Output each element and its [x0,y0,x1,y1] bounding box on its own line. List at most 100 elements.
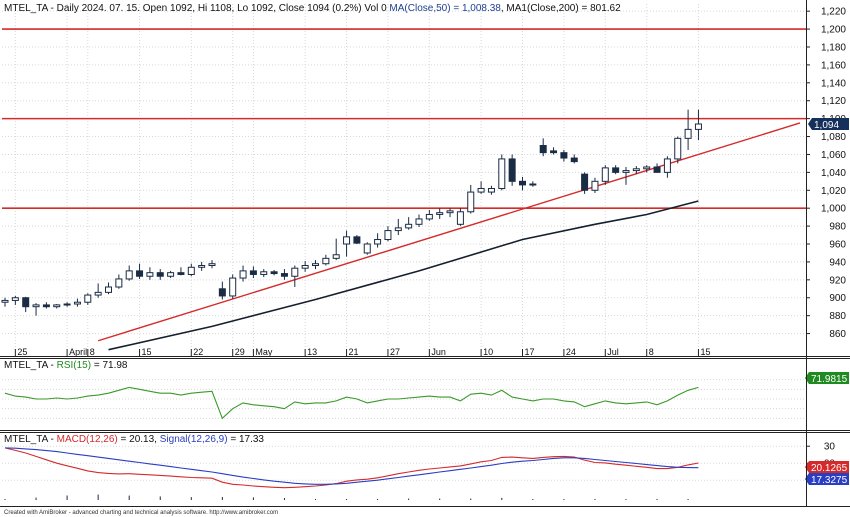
candle-body [519,180,526,186]
candle [425,209,433,221]
candle-body [53,304,61,308]
candle [84,293,92,305]
candle-body [32,304,40,308]
candle-body [456,211,464,225]
price-header-ma50: MA(Close,50) = 1,008.38 [389,3,501,14]
macd-histogram-bar [408,498,410,500]
candle-body [177,272,185,275]
candle [270,269,278,276]
rsi-badge-label: 71.9815 [811,374,848,385]
candle [187,263,195,277]
candle-body [332,254,340,259]
price-tick-label: 1,200 [821,25,846,36]
candle [632,166,640,175]
price-tick-label: 1,220 [821,7,846,18]
macd-histogram [4,494,689,500]
candle-body [560,152,568,159]
candle-body [363,243,371,254]
macd-grid [2,445,806,481]
candle [146,267,154,280]
price-tick-label: 1,160 [821,60,846,71]
date-tick-label: 10 [483,347,493,357]
signal-badge-label: 17.3275 [811,475,848,486]
candle [167,270,175,279]
candle [291,265,299,287]
price-tick-label: 940 [829,257,846,268]
macd-histogram-bar [377,499,379,500]
candle-body [218,288,226,297]
candle [125,265,133,281]
candle-body [436,212,444,215]
candle [249,266,257,279]
candle-body [1,299,9,303]
candle [653,163,661,173]
rsi-header-prefix: MTEL_TA - [4,360,57,371]
macd-histogram-bar [625,499,627,500]
price-tick-label: 1,120 [821,96,846,107]
price-tick-label: 1,180 [821,42,846,53]
macd-histogram-bar [252,497,254,500]
candle-body [187,266,195,275]
macd-tick-label: 30 [824,442,836,453]
candle [467,184,475,214]
macd-histogram-bar [159,496,161,500]
rsi-badge: 71.9815 [805,372,849,385]
signal-path [4,447,699,485]
ma50-path [108,200,699,351]
candle-body [301,265,309,269]
candle [73,298,81,307]
candle [136,263,144,279]
candle-body [260,271,268,275]
candle-body [11,297,19,301]
macd-header-label: MACD(12,26) [57,434,118,445]
trendline-path [97,122,801,342]
signal-badge: 17.3275 [805,473,849,486]
price-tick-label: 1,000 [821,204,846,215]
macd-histogram-bar [315,499,316,500]
candle [239,265,247,282]
candle [539,138,547,157]
ma50-line [108,200,699,351]
macd-header-value: = 20.13, [118,434,160,445]
candle [280,269,288,280]
candle [156,269,164,280]
candle [415,214,423,227]
candles [1,109,702,316]
candle-body [353,236,361,244]
candle [1,297,9,307]
candle-body [73,301,81,305]
candle-body [508,158,516,182]
candle [674,136,682,164]
candle [94,283,102,298]
candle [115,274,123,289]
candle [384,226,392,242]
candle-body [146,272,154,277]
macd-header-prefix: MTEL_TA - [4,434,57,445]
candle-body [684,128,692,139]
price-tick-label: 960 [829,240,846,251]
candle [312,260,319,270]
candle-body [42,304,50,308]
candle [498,154,506,191]
candle [446,208,454,218]
macd-histogram-bar [128,495,130,500]
candle-body [229,277,237,297]
candle [301,261,309,272]
candle [322,254,330,266]
candle-body [632,168,640,172]
price-tick-label: 1,060 [821,150,846,161]
candle [394,218,402,236]
candle [332,238,340,261]
candle-body [322,257,330,265]
price-tick-label: 920 [829,275,846,286]
candle [456,208,464,227]
candle-body [415,218,423,225]
price-tick-label: 880 [829,311,846,322]
candle [208,260,216,269]
candle-body [198,265,206,268]
candle-body [270,271,278,275]
candle-body [280,273,288,277]
candle-body [115,278,123,288]
